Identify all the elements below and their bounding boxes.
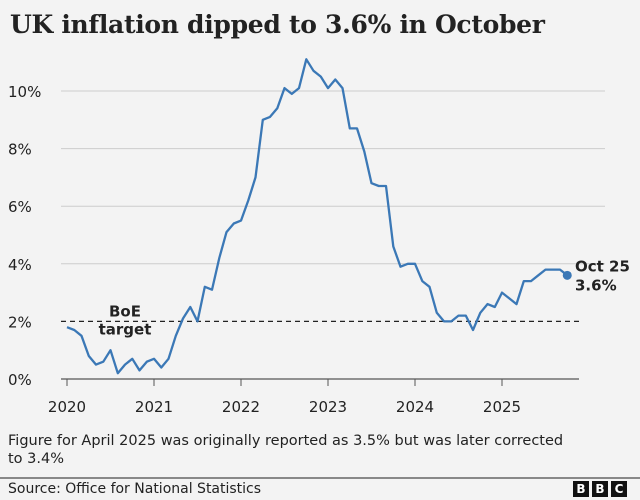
x-tick-label: 2023 [309, 398, 347, 416]
boe-target-label: BoE [109, 302, 141, 320]
y-tick-label: 10% [8, 83, 41, 101]
x-tick-label: 2021 [135, 398, 173, 416]
y-tick-label: 0% [8, 371, 32, 389]
x-tick-label: 2022 [222, 398, 260, 416]
logo-letter: C [611, 481, 627, 497]
inflation-line [66, 58, 569, 375]
x-tick-label: 2024 [396, 398, 434, 416]
end-label-value: 3.6% [575, 276, 617, 294]
x-tick-label: 2025 [483, 398, 521, 416]
source-text: Source: Office for National Statistics [8, 481, 262, 497]
y-tick-label: 4% [8, 256, 32, 274]
y-tick-label: 2% [8, 313, 32, 331]
line-chart: 0% 2% 4% 6% 8% 10% 2020 2021 2022 2023 2024 2025 BoE… [8, 58, 630, 416]
divider [0, 477, 640, 479]
y-tick-label: 6% [8, 198, 32, 216]
last-point-marker [562, 270, 572, 280]
boe-target-label: target [99, 320, 152, 338]
y-tick-label: 8% [8, 141, 32, 159]
chart-title: UK inflation dipped to 3.6% in October [10, 10, 545, 39]
logo-letter: B [573, 481, 589, 497]
x-tick-label: 2020 [48, 398, 86, 416]
bbc-logo: B B C [573, 481, 627, 497]
footnote: Figure for April 2025 was originally rep… [8, 433, 564, 467]
logo-letter: B [592, 481, 608, 497]
end-label-date: Oct 25 [575, 257, 630, 275]
